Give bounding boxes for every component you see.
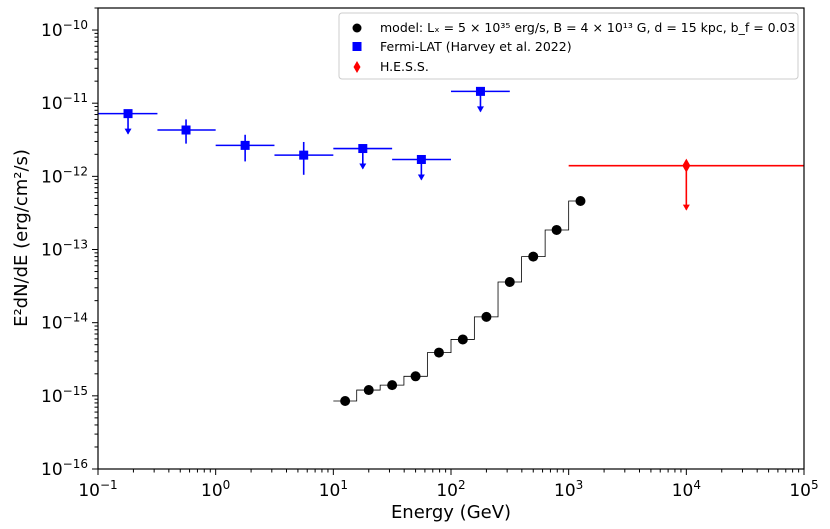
legend-marker-model [352,23,362,33]
model-point [575,196,586,207]
axis-tick-labels: 10−1 100 101 102 103 104 105 10−16 10−15 10−14 10−… [41,18,819,501]
legend-label-model: model: Lₓ = 5 × 10³⁵ erg/s, B = 4 × 10¹³… [380,20,796,35]
fermi-arrowhead [124,128,132,135]
hess-marker [682,158,691,173]
fermi-point [157,119,216,144]
legend-marker-fermi [352,42,362,51]
model-point [433,347,444,358]
fermi-marker [123,109,133,119]
hess-point [568,158,804,211]
fermi-arrowhead [476,106,484,113]
x-tick-label: 10−1 [78,478,117,501]
model-point [457,334,468,345]
fermi-point [215,134,275,162]
x-tick-label: 104 [672,478,701,501]
fermi-point [274,141,334,175]
y-axis-label: E²dN/dE (erg/cm²/s) [11,149,32,327]
y-tick-label: 10−16 [41,457,88,480]
x-tick-label: 100 [201,478,230,501]
y-tick-label: 10−13 [41,238,88,261]
fermi-marker [358,144,368,154]
fermi-point [451,86,510,113]
x-tick-label: 102 [436,478,465,501]
y-tick-label: 10−12 [41,164,88,187]
x-tick-label: 101 [319,478,348,501]
fermi-point [333,144,393,170]
hess-arrowhead [682,204,690,211]
model-point [340,396,351,407]
y-tick-label: 10−10 [41,18,88,41]
x-tick-label: 103 [554,478,583,501]
x-axis-label: Energy (GeV) [391,502,511,523]
y-tick-label: 10−11 [41,91,88,114]
plot-area [98,8,804,469]
fermi-point [392,154,451,181]
data-marks [98,86,804,407]
x-tick-label: 105 [789,478,818,501]
fermi-arrowhead [359,163,367,170]
fermi-point [98,109,158,135]
legend: model: Lₓ = 5 × 10³⁵ erg/s, B = 4 × 10¹³… [338,12,799,80]
y-tick-label: 10−14 [41,311,88,334]
fermi-marker [299,150,309,160]
model-point [387,380,398,391]
fermi-arrowhead [417,174,425,181]
legend-box [338,12,799,80]
fermi-marker [240,140,250,150]
model-point [410,371,421,382]
fermi-marker [416,154,426,164]
fermi-marker [181,125,191,135]
y-tick-label: 10−15 [41,384,88,407]
model-point [528,251,539,262]
legend-marker-hess [353,61,361,73]
model-point [363,385,374,396]
model-point [481,311,492,322]
legend-label-fermi: Fermi-LAT (Harvey et al. 2022) [380,39,572,54]
fermi-marker [475,86,485,96]
axis-ticks [92,7,805,475]
model-point [504,276,515,287]
model-point [551,224,562,235]
legend-label-hess: H.E.S.S. [380,59,429,74]
